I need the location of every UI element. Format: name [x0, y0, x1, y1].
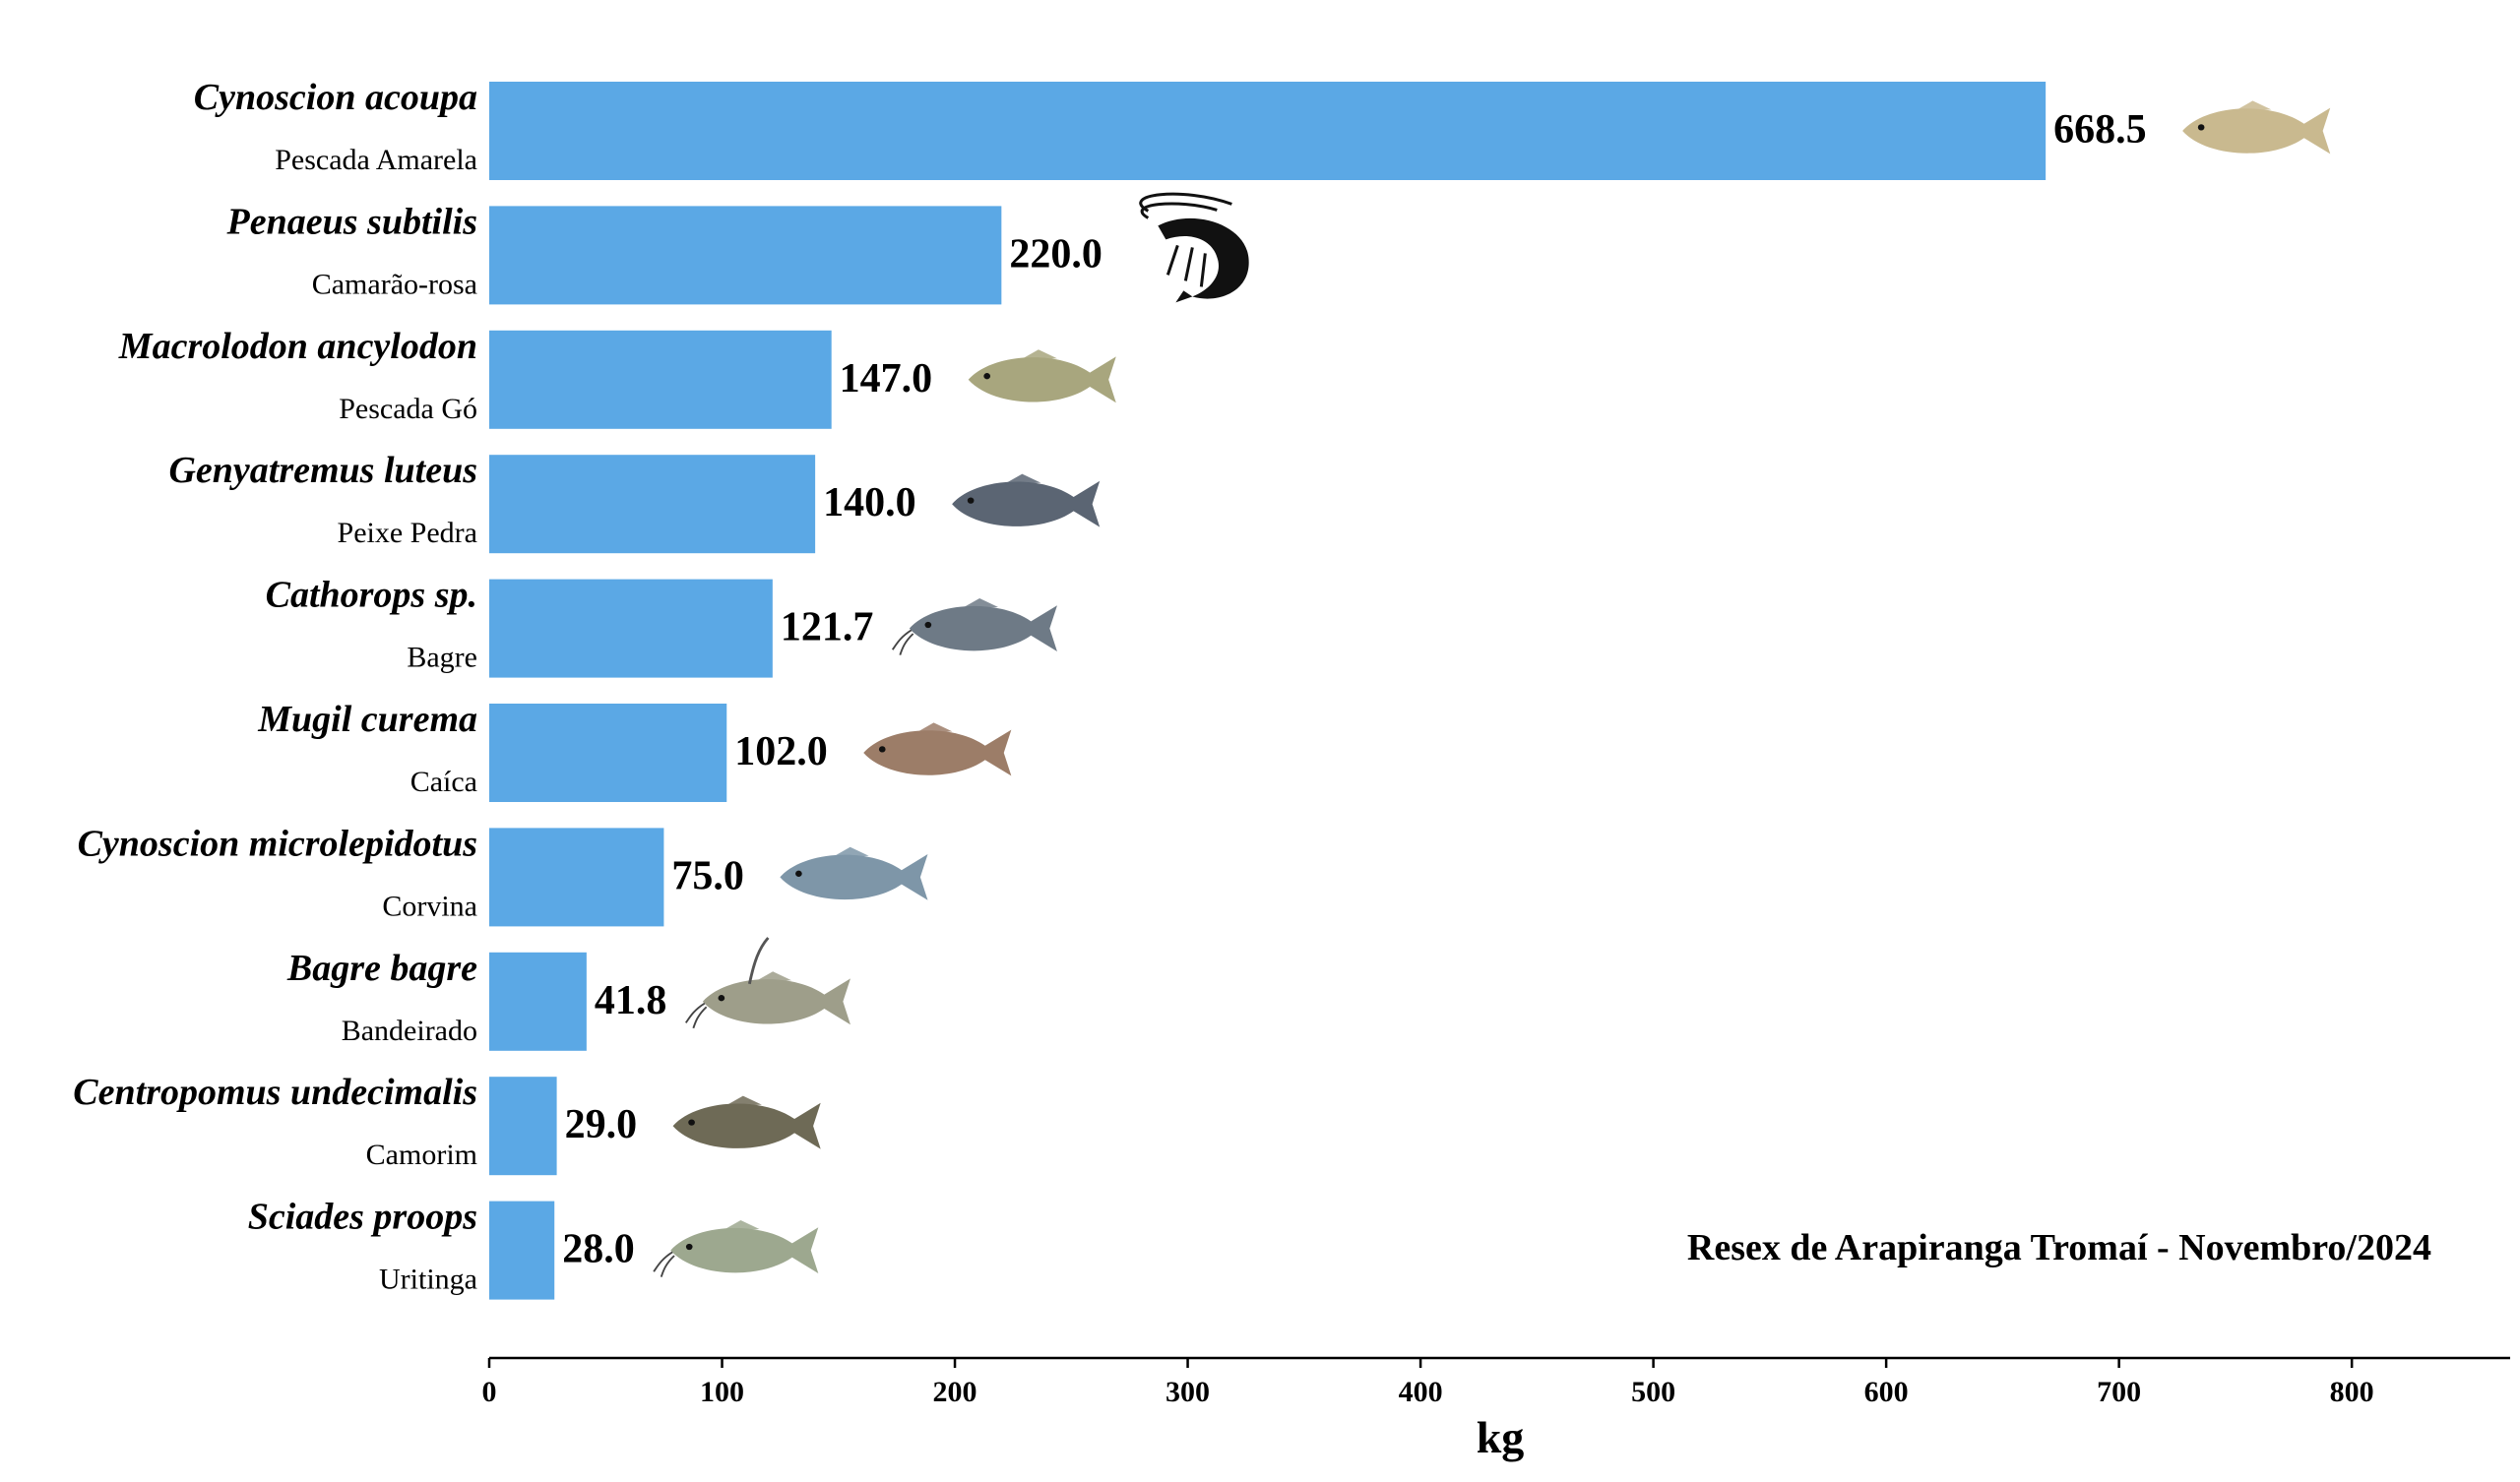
x-tick-label: 300	[1166, 1376, 1210, 1408]
category-label-scientific: Cynoscion microlepidotus	[78, 823, 477, 864]
value-label: 28.0	[562, 1227, 635, 1272]
category-label-common: Bandeirado	[342, 1015, 477, 1047]
weakfish-icon	[968, 349, 1116, 403]
category-label-common: Camorim	[366, 1139, 477, 1171]
category-label-scientific: Sciades proops	[248, 1197, 477, 1238]
x-tick-label: 800	[2330, 1376, 2374, 1408]
value-label: 668.5	[2053, 107, 2147, 153]
category-label-common: Pescada Amarela	[275, 144, 477, 176]
x-tick-label: 500	[1631, 1376, 1675, 1408]
value-label: 29.0	[565, 1102, 638, 1147]
sea-catfish-icon	[653, 1220, 819, 1277]
bar-8	[489, 952, 587, 1051]
category-label-common: Caíca	[410, 766, 477, 798]
yellow-croaker-fish-icon	[2182, 100, 2331, 154]
x-tick-label: 400	[1399, 1376, 1443, 1408]
x-axis-label: kg	[1477, 1412, 1525, 1462]
value-label: 147.0	[840, 356, 933, 401]
category-label-scientific: Centropomus undecimalis	[73, 1072, 477, 1113]
flag-catfish-icon	[684, 937, 850, 1029]
value-label: 220.0	[1009, 231, 1102, 277]
x-tick-label: 700	[2097, 1376, 2141, 1408]
category-label-scientific: Cynoscion acoupa	[194, 77, 477, 118]
bar-3	[489, 330, 832, 429]
grunt-fish-icon	[952, 473, 1101, 527]
category-label-scientific: Genyatremus luteus	[168, 450, 477, 491]
catfish-icon	[891, 598, 1057, 655]
category-label-common: Pescada Gó	[339, 393, 477, 425]
category-label-scientific: Cathorops sp.	[266, 575, 477, 616]
bar-9	[489, 1077, 557, 1176]
category-label-common: Bagre	[407, 642, 477, 674]
value-label: 102.0	[734, 729, 828, 774]
x-tick-label: 100	[700, 1376, 744, 1408]
bar-4	[489, 455, 816, 554]
category-label-common: Corvina	[382, 890, 477, 922]
bar-1	[489, 82, 2047, 180]
category-label-common: Uritinga	[379, 1264, 477, 1296]
x-tick-label: 600	[1864, 1376, 1909, 1408]
value-label: 121.7	[781, 605, 874, 650]
bar-2	[489, 206, 1002, 305]
chart-annotation: Resex de Arapiranga Tromaí - Novembro/20…	[1687, 1227, 2431, 1268]
category-label-scientific: Penaeus subtilis	[226, 201, 477, 242]
snook-fish-icon	[672, 1095, 821, 1149]
value-label: 41.8	[595, 978, 667, 1023]
category-label-scientific: Macrolodon ancylodon	[118, 326, 477, 367]
category-label-scientific: Mugil curema	[257, 699, 477, 740]
mullet-fish-icon	[863, 722, 1012, 776]
bar-7	[489, 828, 664, 927]
value-label: 140.0	[823, 480, 916, 525]
corvina-fish-icon	[780, 846, 928, 900]
bar-10	[489, 1201, 555, 1300]
x-tick-label: 200	[933, 1376, 977, 1408]
category-label-common: Camarão-rosa	[312, 268, 477, 300]
value-label: 75.0	[671, 853, 744, 898]
x-tick-label: 0	[482, 1376, 497, 1408]
bar-5	[489, 579, 773, 678]
bar-6	[489, 704, 727, 802]
category-label-common: Peixe Pedra	[338, 517, 477, 549]
shrimp-icon	[1139, 192, 1249, 303]
category-label-scientific: Bagre bagre	[286, 948, 477, 989]
